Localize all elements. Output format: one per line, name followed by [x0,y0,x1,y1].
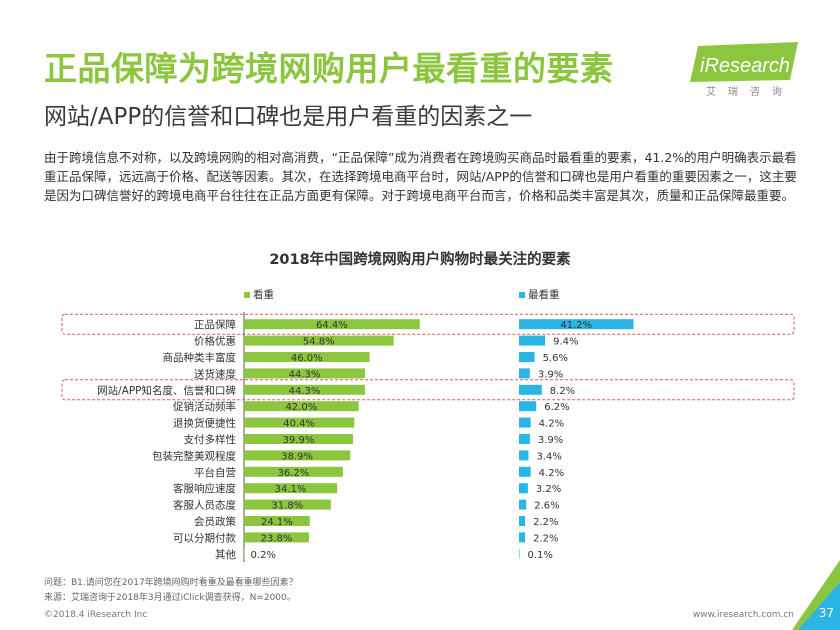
bar-series1 [244,450,351,461]
footnote-source: 来源：艾瑞咨询于2018年3月通过iClick调查获得，N=2000。 [44,593,296,603]
highlight-box [61,379,795,401]
bar-series2 [519,532,526,543]
legend-label-series1: 看重 [253,288,274,301]
data-label-series1: 0.2% [251,550,276,561]
bar-series1 [244,335,394,346]
bar-series2 [519,450,529,461]
bar-series2 [519,516,526,526]
category-label: 支付多样性 [184,433,237,446]
data-label-series2: 3.2% [536,484,561,495]
category-label: 正品保障 [194,318,236,331]
copyright-text: ©2018.4 iResearch Inc [44,610,148,620]
data-label-series1: 44.3% [289,369,321,380]
bar-series1 [244,466,343,477]
bar-series1 [244,319,420,330]
svg-text:iResearch: iResearch [700,55,790,77]
bar-series1 [244,384,365,395]
data-label-series1: 36.2% [278,468,310,479]
category-label: 价格优惠 [194,335,236,348]
data-label-series1: 38.9% [281,451,313,462]
data-label-series2: 2.2% [533,517,558,528]
category-label: 商品种类丰富度 [163,351,237,364]
category-label: 平台自营 [194,466,236,479]
bar-series2 [519,417,531,428]
category-label: 促销活动频率 [173,400,236,413]
website-text: www.iresearch.com.cn [692,610,794,620]
legend-swatch-series2 [519,292,525,298]
data-label-series2: 2.2% [533,533,558,544]
bar-series1 [244,434,353,444]
data-label-series1: 46.0% [291,353,323,364]
bar-series1 [244,417,355,428]
page-title: 正品保障为跨境网购用户最看重的要素 [44,49,614,88]
bar-series2 [519,483,528,494]
data-label-series2: 5.6% [543,353,568,364]
data-label-series1: 64.4% [316,320,348,331]
data-label-series1: 31.8% [272,501,304,512]
chart-title: 2018年中国跨境网购用户购物时最关注的要素 [269,252,571,268]
bar-series2 [519,319,634,330]
data-label-series2: 3.9% [538,369,563,380]
bar-series2 [519,352,535,362]
bar-series2 [519,335,546,346]
data-label-series1: 42.0% [285,402,317,413]
bar-series2 [519,499,527,510]
bar-series1 [244,499,331,510]
data-label-series2: 6.2% [544,402,569,413]
category-label: 其他 [215,548,236,561]
data-label-series1: 39.9% [283,435,315,446]
bar-series2 [519,466,531,477]
bar-series1 [244,483,338,494]
legend-swatch-series1 [244,292,250,298]
bar-series2 [519,401,537,412]
bar-series1 [244,401,359,412]
bar-series2 [519,548,520,559]
bar-series2 [519,384,542,395]
category-label: 会员政策 [194,515,236,528]
bar-series2 [519,434,530,444]
data-label-series1: 23.8% [261,533,293,544]
data-label-series2: 9.4% [553,337,578,348]
bar-series1 [244,516,310,526]
description-text: 由于跨境信息不对称，以及跨境网购的相对高消费，“正品保障”成为消费者在跨境购买商… [44,150,797,203]
footnote-question: 问题：B1.请问您在2017年跨境网购时看重及最看重哪些因素？ [44,578,298,588]
bar-series1 [244,368,365,379]
category-label: 网站/APP知名度、信誉和口碑 [97,384,236,397]
logo-subtext: 艾瑞咨询 [706,87,794,98]
data-label-series1: 44.3% [289,386,321,397]
corner-decoration [792,560,840,630]
data-label-series1: 34.1% [275,484,307,495]
category-label: 送货速度 [194,367,236,380]
data-label-series2: 4.2% [539,419,564,430]
data-label-series2: 8.2% [550,386,575,397]
bar-series1 [244,352,370,362]
data-label-series1: 24.1% [261,517,293,528]
data-label-series2: 2.6% [534,501,559,512]
data-label-series1: 54.8% [303,337,335,348]
bar-series1 [244,532,309,543]
data-label-series1: 40.4% [283,419,315,430]
bar-series2 [519,368,530,379]
page-subtitle: 网站/APP的信誉和口碑也是用户看重的因素之一 [44,104,533,130]
data-label-series2: 3.9% [538,435,563,446]
iresearch-logo: iResearch [690,42,798,82]
legend-label-series2: 最看重 [528,288,560,301]
category-label: 客服人员态度 [173,499,236,512]
category-label: 包装完整美观程度 [152,449,236,462]
data-label-series2: 3.4% [536,451,561,462]
category-label: 客服响应速度 [173,482,236,495]
category-label: 退换货便捷性 [173,417,236,430]
data-label-series2: 41.2% [560,320,592,331]
category-label: 可以分期付款 [173,531,236,544]
highlight-box [61,313,795,335]
data-label-series2: 4.2% [539,468,564,479]
page-number: 37 [818,606,834,620]
data-label-series2: 0.1% [528,550,553,561]
bar-series1 [244,548,245,559]
